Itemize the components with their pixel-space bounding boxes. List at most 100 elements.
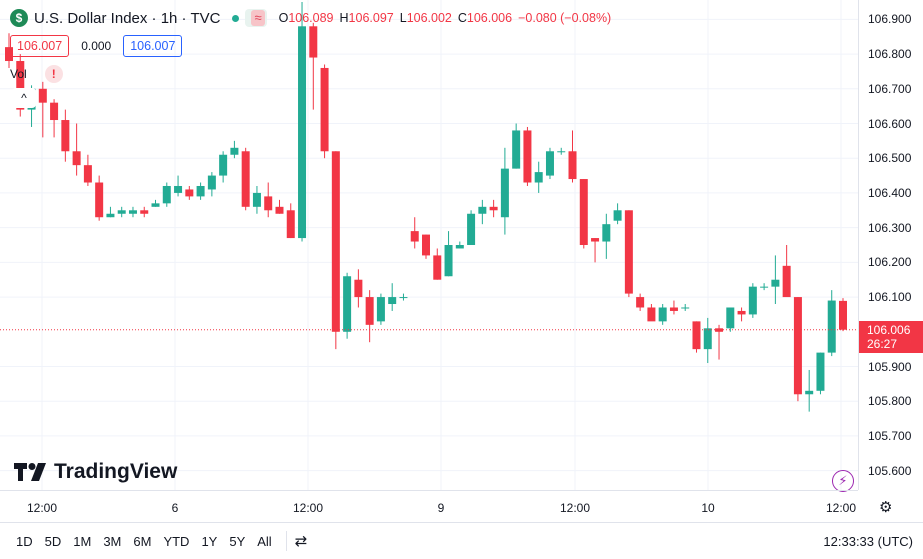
- candle-body: [737, 310, 746, 315]
- candle-body: [669, 307, 678, 311]
- candle-body: [771, 279, 780, 287]
- ohlc-low-label: L: [399, 11, 407, 25]
- time-tick-label: 12:00: [559, 501, 591, 515]
- timeframe-5d-button[interactable]: 5D: [44, 533, 62, 549]
- price-tick-label: 105.800: [868, 394, 912, 409]
- candle-body: [320, 67, 329, 152]
- candle-body: [275, 206, 284, 214]
- candle-body: [252, 192, 261, 207]
- candle-body: [827, 300, 836, 353]
- candle-body: [647, 307, 656, 322]
- chart-pane[interactable]: [0, 0, 858, 490]
- candle-body: [207, 175, 216, 190]
- candle-body: [433, 255, 442, 280]
- timeframe-ytd-button[interactable]: YTD: [163, 533, 190, 549]
- price-tick-label: 106.900: [868, 12, 912, 27]
- time-tick-label: 12:00: [292, 501, 324, 515]
- gear-icon[interactable]: ⚙: [879, 499, 893, 516]
- candle-body: [117, 210, 126, 214]
- bottom-toolbar: 1D 5D 1M 3M 6M YTD 1Y 5Y All ⇄ 12:33:33 (UTC): [0, 522, 923, 559]
- candle-body: [444, 245, 453, 277]
- candle-body: [715, 328, 724, 332]
- price-tick-label: 105.900: [868, 359, 912, 374]
- candle-body: [422, 234, 430, 256]
- candle-body: [72, 151, 81, 166]
- price-chart[interactable]: [0, 0, 858, 490]
- candle-body: [376, 297, 385, 322]
- candle-body: [241, 151, 250, 207]
- approx-icon: ≈: [251, 10, 265, 26]
- dollar-symbol-icon: $: [10, 9, 28, 27]
- tradingview-mark-icon: [14, 463, 46, 481]
- candle-body: [591, 238, 600, 242]
- tradingview-logo[interactable]: TradingView: [14, 460, 177, 484]
- clock[interactable]: 12:33:33 (UTC): [823, 534, 913, 549]
- volume-label[interactable]: Vol: [10, 67, 27, 81]
- candle-body: [196, 185, 205, 197]
- indicator-pill[interactable]: ≈: [245, 9, 267, 27]
- candle-body: [185, 189, 194, 197]
- candle-body: [568, 151, 577, 180]
- price-tick-label: 106.800: [868, 47, 912, 62]
- timeframe-1y-button[interactable]: 1Y: [201, 533, 218, 549]
- time-tick-label: 12:00: [825, 501, 857, 515]
- candle-body: [489, 206, 498, 211]
- logo-text: TradingView: [54, 460, 178, 483]
- timeframe-all-button[interactable]: All: [257, 533, 272, 549]
- candle-body: [523, 130, 532, 183]
- candle-body: [83, 165, 92, 183]
- timeframe-6m-button[interactable]: 6M: [133, 533, 152, 549]
- time-tick-label: 12:00: [26, 501, 58, 515]
- price-tick-label: 106.400: [868, 185, 912, 200]
- candle-body: [839, 300, 847, 330]
- spread-value: 0.000: [81, 39, 112, 53]
- price-tick-label: 105.700: [868, 428, 912, 443]
- candle-body: [816, 352, 825, 391]
- price-tick-label: 106.300: [868, 220, 912, 235]
- candle-body: [681, 307, 690, 309]
- chart-legend: $ U.S. Dollar Index · 1h · TVC ≈ O106.08…: [10, 8, 611, 28]
- candle-body: [5, 47, 13, 62]
- candle-body: [219, 154, 228, 176]
- buy-price-button[interactable]: 106.007: [123, 35, 183, 57]
- ohlc-open-label: O: [278, 11, 289, 25]
- timeframe-1m-button[interactable]: 1M: [73, 533, 92, 549]
- ohlc-high-value: 106.097: [348, 11, 394, 25]
- market-status-icon[interactable]: [232, 14, 240, 22]
- warning-icon[interactable]: !: [44, 65, 63, 83]
- timeframe-5y-button[interactable]: 5Y: [229, 533, 246, 549]
- candle-body: [455, 245, 464, 249]
- candle-body: [50, 102, 59, 121]
- last-price-label: 106.006 26:27: [859, 320, 923, 353]
- date-range-icon[interactable]: ⇄: [294, 533, 308, 550]
- price-tick-label: 106.600: [868, 116, 912, 131]
- candle-body: [354, 279, 363, 298]
- candle-body: [579, 179, 588, 245]
- volume-legend: Vol !: [10, 65, 63, 83]
- candle-body: [174, 185, 183, 193]
- last-price-value: 106.006: [867, 322, 911, 337]
- time-scale[interactable]: 12:00 6 12:00 9 12:00 10 12:00: [0, 490, 858, 522]
- ohlc-close-label: C: [457, 11, 467, 25]
- lightning-icon[interactable]: ⚡: [832, 470, 854, 492]
- price-scale[interactable]: 106.900 106.800 106.700 106.600 106.500 106.4…: [858, 0, 923, 490]
- collapse-legend-icon[interactable]: ^: [12, 88, 36, 108]
- price-tick-label: 106.200: [868, 255, 912, 270]
- candle-body: [748, 286, 757, 315]
- candle-body: [286, 210, 295, 239]
- time-tick-label: 9: [437, 501, 445, 515]
- timeframe-3m-button[interactable]: 3M: [103, 533, 122, 549]
- sell-price-button[interactable]: 106.007: [10, 35, 70, 57]
- ohlc-low-value: 106.002: [406, 11, 452, 25]
- candle-body: [38, 88, 47, 103]
- candle-body: [140, 210, 149, 214]
- price-tick-label: 106.500: [868, 151, 912, 166]
- candle-body: [106, 213, 115, 218]
- timeframe-1d-button[interactable]: 1D: [16, 533, 33, 549]
- candle-body: [399, 297, 408, 299]
- symbol-title[interactable]: U.S. Dollar Index · 1h · TVC: [34, 9, 221, 27]
- candle-body: [95, 182, 104, 218]
- candle-body: [264, 196, 273, 211]
- candle-body: [703, 328, 712, 350]
- candle-body: [557, 151, 566, 153]
